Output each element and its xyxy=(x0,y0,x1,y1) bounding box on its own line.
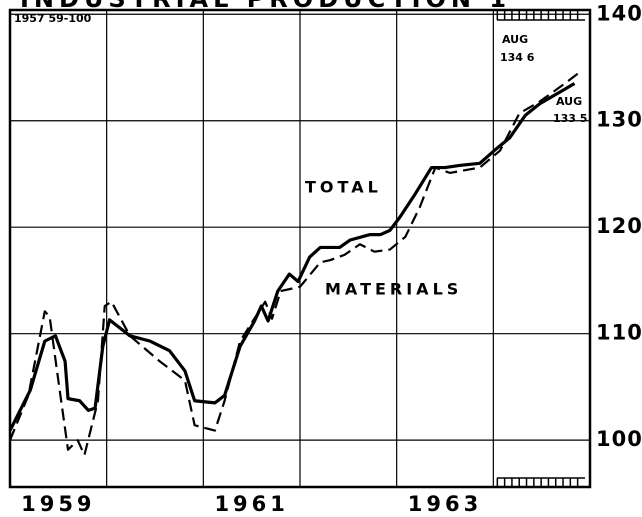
series-label: TOTAL xyxy=(305,178,382,197)
line xyxy=(8,70,581,457)
y-tick-label: 140 xyxy=(596,1,642,25)
annotation: AUG xyxy=(556,95,582,108)
hatch xyxy=(497,19,585,479)
annotation: 133 5 xyxy=(553,112,587,125)
series-label: MATERIALS xyxy=(325,280,462,299)
x-tick-label: 1959 xyxy=(21,492,95,516)
annotation: AUG xyxy=(502,33,528,46)
y-tick-label: 100 xyxy=(596,427,642,451)
annotation: 134 6 xyxy=(500,51,535,64)
x-tick-label: 1963 xyxy=(408,492,482,516)
subtitle: 1957 59-100 xyxy=(14,12,92,25)
y-tick-label: 110 xyxy=(596,321,642,345)
line xyxy=(8,82,576,432)
y-tick-label: 120 xyxy=(596,214,642,238)
y-tick-label: 130 xyxy=(596,108,642,132)
x-tick-label: 1961 xyxy=(214,492,288,516)
